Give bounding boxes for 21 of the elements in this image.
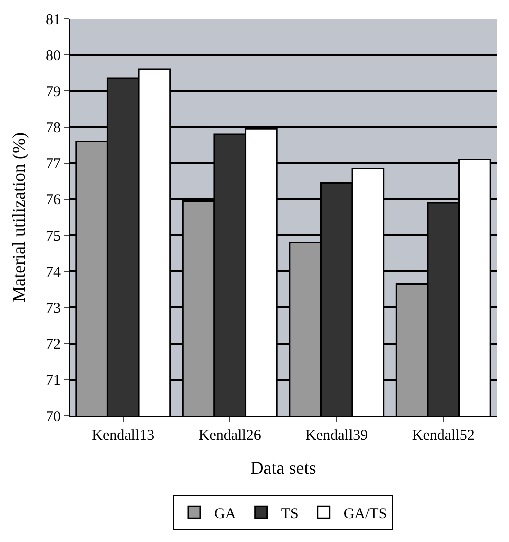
y-tick-label: 78 — [46, 120, 61, 137]
y-tick-label: 74 — [46, 264, 62, 281]
y-tick-label: 72 — [46, 337, 61, 354]
y-axis-title: Material utilization (%) — [9, 132, 30, 302]
y-tick-label: 77 — [46, 156, 62, 173]
y-tick-label: 73 — [46, 300, 61, 317]
x-tick-label: Kendall26 — [198, 428, 262, 444]
legend-label: GA — [214, 506, 236, 522]
x-tick-label: Kendall13 — [92, 428, 155, 444]
y-tick-label: 76 — [46, 192, 62, 209]
y-tick-label: 81 — [46, 12, 61, 28]
x-tick-label: Kendall39 — [306, 428, 368, 444]
y-tick-label: 75 — [46, 228, 61, 245]
x-axis-title: Data sets — [250, 458, 316, 478]
y-tick-label: 80 — [46, 48, 61, 64]
y-tick-label: 79 — [46, 84, 61, 100]
y-tick-label: 71 — [46, 373, 61, 390]
x-tick-label: Kendall52 — [412, 428, 475, 444]
legend-label: GA/TS — [344, 506, 388, 522]
legend-label: TS — [281, 506, 299, 522]
y-tick-label: 70 — [46, 409, 61, 426]
